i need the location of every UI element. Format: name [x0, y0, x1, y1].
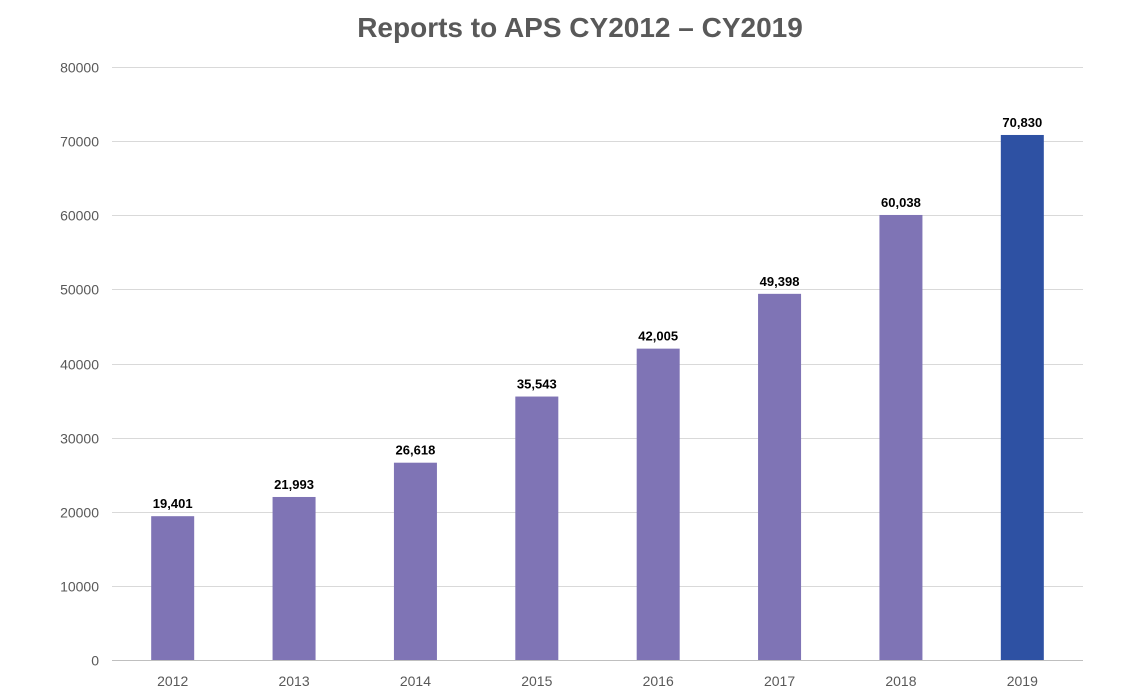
chart-title: Reports to APS CY2012 – CY2019	[357, 12, 803, 43]
y-tick-label: 70000	[60, 134, 99, 150]
x-tick-label: 2018	[885, 673, 916, 689]
bar	[758, 293, 802, 660]
data-label: 60,038	[881, 195, 921, 210]
x-tick-label: 2017	[764, 673, 795, 689]
x-tick-label: 2012	[157, 673, 188, 689]
data-label: 21,993	[274, 477, 314, 492]
y-tick-label: 30000	[60, 431, 99, 447]
x-tick-label: 2019	[1007, 673, 1038, 689]
bar	[636, 348, 680, 660]
bar	[879, 214, 923, 660]
x-tick-label: 2016	[643, 673, 674, 689]
bar	[515, 396, 559, 660]
x-tick-label: 2014	[400, 673, 431, 689]
y-tick-label: 80000	[60, 60, 99, 76]
x-tick-label: 2013	[278, 673, 309, 689]
y-tick-label: 10000	[60, 579, 99, 595]
y-tick-label: 50000	[60, 282, 99, 298]
bar	[1000, 134, 1044, 660]
bar	[393, 462, 437, 660]
data-label: 35,543	[517, 377, 557, 392]
y-tick-label: 20000	[60, 505, 99, 521]
data-label: 70,830	[1002, 115, 1042, 130]
y-tick-label: 0	[91, 653, 99, 669]
data-label: 19,401	[153, 496, 193, 511]
data-label: 26,618	[396, 443, 436, 458]
bar	[151, 516, 195, 660]
x-tick-label: 2015	[521, 673, 552, 689]
y-tick-label: 60000	[60, 208, 99, 224]
data-label: 42,005	[638, 329, 678, 344]
bar	[272, 496, 316, 660]
y-tick-label: 40000	[60, 357, 99, 373]
data-label: 49,398	[760, 274, 800, 289]
